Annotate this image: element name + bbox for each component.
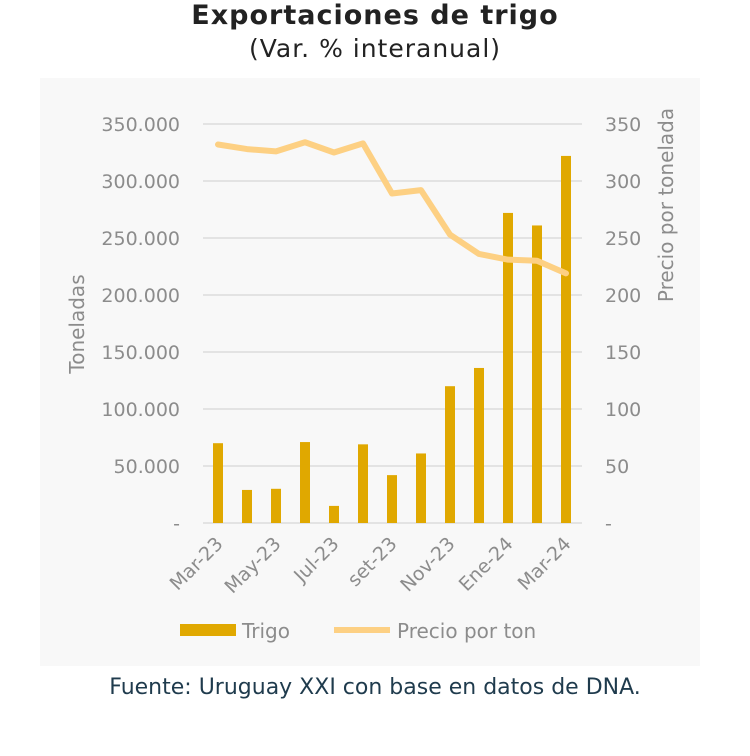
y-tick-label: - bbox=[173, 513, 180, 535]
y-tick-label: 250.000 bbox=[101, 228, 180, 250]
bar-Jul-23 bbox=[329, 505, 339, 523]
bar-Oct-23 bbox=[416, 453, 426, 523]
y2-tick-label: 300 bbox=[605, 171, 641, 193]
y-tick-label: 50.000 bbox=[114, 456, 180, 478]
y-tick-label: 150.000 bbox=[101, 342, 180, 364]
bar-Mar-23 bbox=[213, 443, 223, 523]
y-tick-label: 300.000 bbox=[101, 171, 180, 193]
bar-Dic-23 bbox=[474, 367, 484, 523]
bar-Feb-24 bbox=[532, 225, 542, 523]
x-tick-label: May-23 bbox=[220, 533, 285, 598]
y-tick-label: 100.000 bbox=[101, 399, 180, 421]
bar-Ene-24 bbox=[503, 212, 513, 524]
y2-tick-label: 250 bbox=[605, 228, 641, 250]
source-note: Fuente: Uruguay XXI con base en datos de… bbox=[109, 675, 641, 700]
x-tick-label: Ene-24 bbox=[455, 533, 518, 596]
legend-swatch-trigo bbox=[180, 624, 236, 636]
chart-subtitle: (Var. % interanual) bbox=[248, 34, 502, 63]
x-tick-label: Mar-24 bbox=[514, 533, 576, 595]
bar-Mar-24 bbox=[561, 155, 571, 524]
x-tick-label: Nov-23 bbox=[396, 533, 459, 596]
legend-label-trigo: Trigo bbox=[241, 619, 290, 643]
chart-title: Exportaciones de trigo bbox=[191, 0, 559, 31]
y2-tick-label: 50 bbox=[605, 456, 629, 478]
legend-label-precio: Precio por ton bbox=[397, 619, 536, 643]
y-tick-label: 350.000 bbox=[101, 114, 180, 136]
y2-tick-label: 350 bbox=[605, 114, 641, 136]
chart-panel bbox=[40, 78, 700, 666]
x-tick-label: Mar-23 bbox=[166, 533, 228, 595]
y-tick-label: 200.000 bbox=[101, 285, 180, 307]
y2-axis-label: Precio por tonelada bbox=[654, 108, 678, 302]
bar-set-23 bbox=[387, 475, 397, 523]
y2-tick-label: 200 bbox=[605, 285, 641, 307]
bar-May-23 bbox=[271, 488, 281, 523]
x-tick-label: Jul-23 bbox=[289, 533, 343, 587]
bar-Nov-23 bbox=[445, 386, 455, 523]
y2-tick-label: 150 bbox=[605, 342, 641, 364]
price-line bbox=[215, 139, 569, 277]
bar-Jun-23 bbox=[300, 442, 310, 523]
y2-tick-label: 100 bbox=[605, 399, 641, 421]
bar-Ago-23 bbox=[358, 444, 368, 523]
x-tick-label: set-23 bbox=[343, 533, 401, 591]
bar-Abr-23 bbox=[242, 489, 252, 523]
y2-tick-label: - bbox=[605, 513, 612, 535]
y-axis-label: Toneladas bbox=[65, 274, 89, 374]
